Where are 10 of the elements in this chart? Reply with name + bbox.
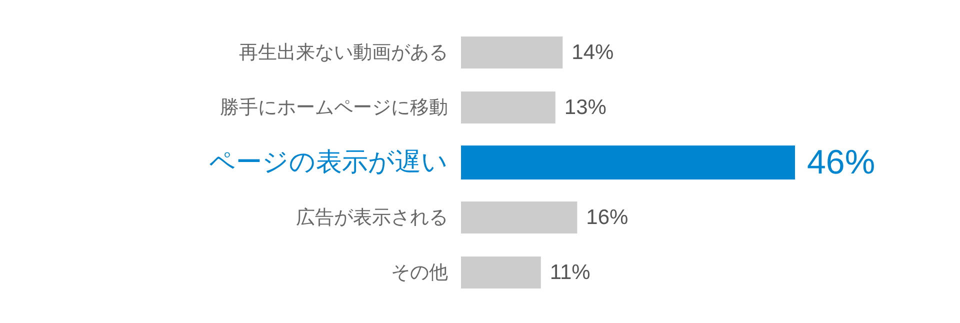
y-tick-label: 勝手にホームページに移動 [220, 96, 448, 118]
y-tick-label: ページの表示が遅い [209, 148, 448, 178]
data-label: 46% [807, 144, 876, 182]
data-label: 13% [564, 96, 606, 119]
y-tick-label: 再生出来ない動画がある [239, 42, 448, 64]
y-tick-label: その他 [391, 262, 448, 284]
y-tick-label: 広告が表示される [296, 206, 448, 228]
data-label: 16% [586, 206, 628, 229]
data-label: 11% [550, 261, 590, 284]
data-label: 14% [572, 41, 614, 64]
